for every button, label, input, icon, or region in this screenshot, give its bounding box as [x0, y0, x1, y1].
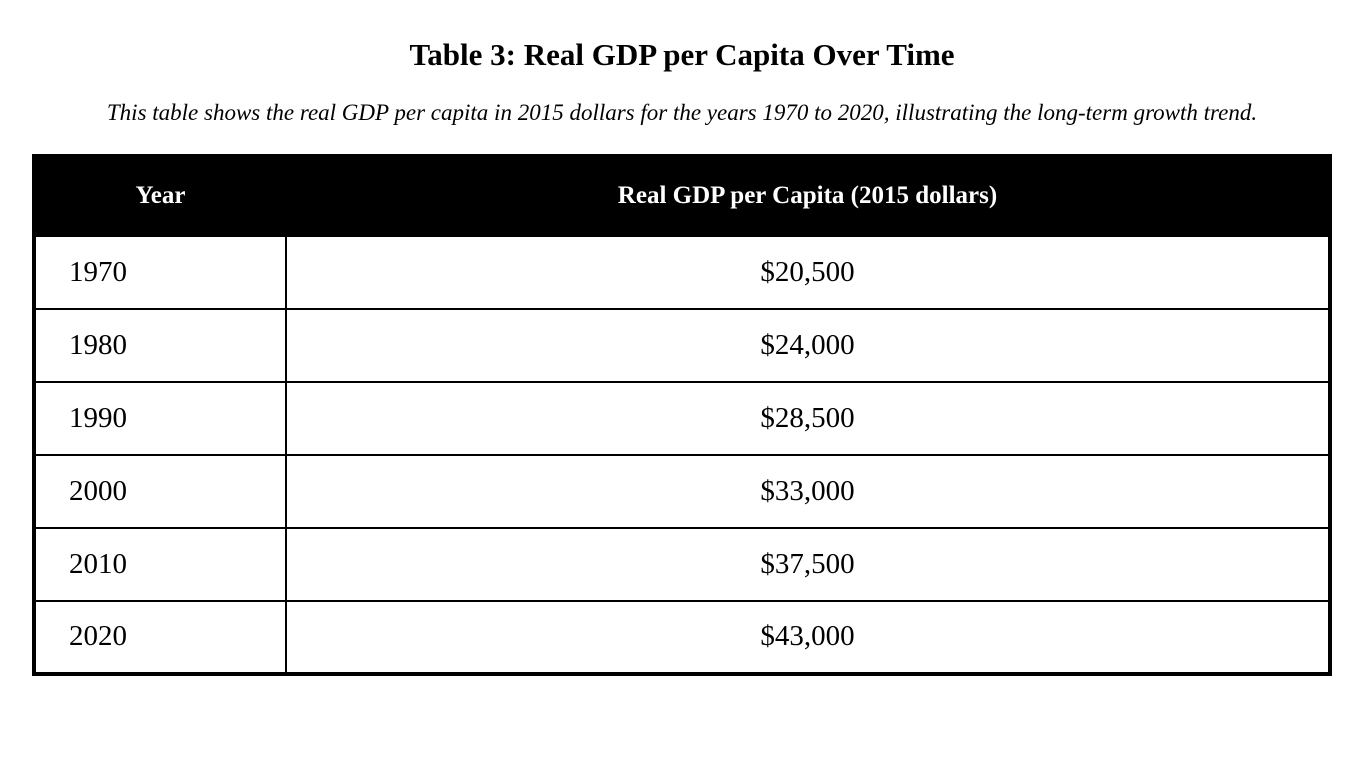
value-cell: $33,000	[285, 453, 1331, 529]
table-row: 1990 $28,500	[33, 380, 1331, 456]
table-body: 1970 $20,500 1980 $24,000 1990 $28,500 2…	[33, 234, 1331, 675]
table-row: 2000 $33,000	[33, 453, 1331, 529]
year-cell: 1990	[33, 380, 287, 456]
header-cell-value: Real GDP per Capita (2015 dollars)	[285, 154, 1331, 237]
value-cell: $24,000	[285, 307, 1331, 383]
year-cell: 2010	[33, 526, 287, 602]
table-header: Year Real GDP per Capita (2015 dollars)	[33, 154, 1331, 237]
table-row: 2010 $37,500	[33, 526, 1331, 602]
value-cell: $28,500	[285, 380, 1331, 456]
document-page: Table 3: Real GDP per Capita Over Time T…	[0, 36, 1364, 766]
table-title: Table 3: Real GDP per Capita Over Time	[409, 37, 955, 72]
year-cell: 2020	[33, 599, 287, 675]
table-caption: This table shows the real GDP per capita…	[106, 100, 1258, 126]
value-cell: $37,500	[285, 526, 1331, 602]
year-cell: 1980	[33, 307, 287, 383]
year-cell: 2000	[33, 453, 287, 529]
value-cell: $43,000	[285, 599, 1331, 675]
table-row: 1980 $24,000	[33, 307, 1331, 383]
header-row: Year Real GDP per Capita (2015 dollars)	[33, 154, 1331, 237]
gdp-table: Year Real GDP per Capita (2015 dollars) …	[32, 153, 1332, 676]
table-row: 2020 $43,000	[33, 599, 1331, 675]
table-row: 1970 $20,500	[33, 234, 1331, 310]
year-cell: 1970	[33, 234, 287, 310]
value-cell: $20,500	[285, 234, 1331, 310]
header-cell-year: Year	[33, 154, 287, 237]
